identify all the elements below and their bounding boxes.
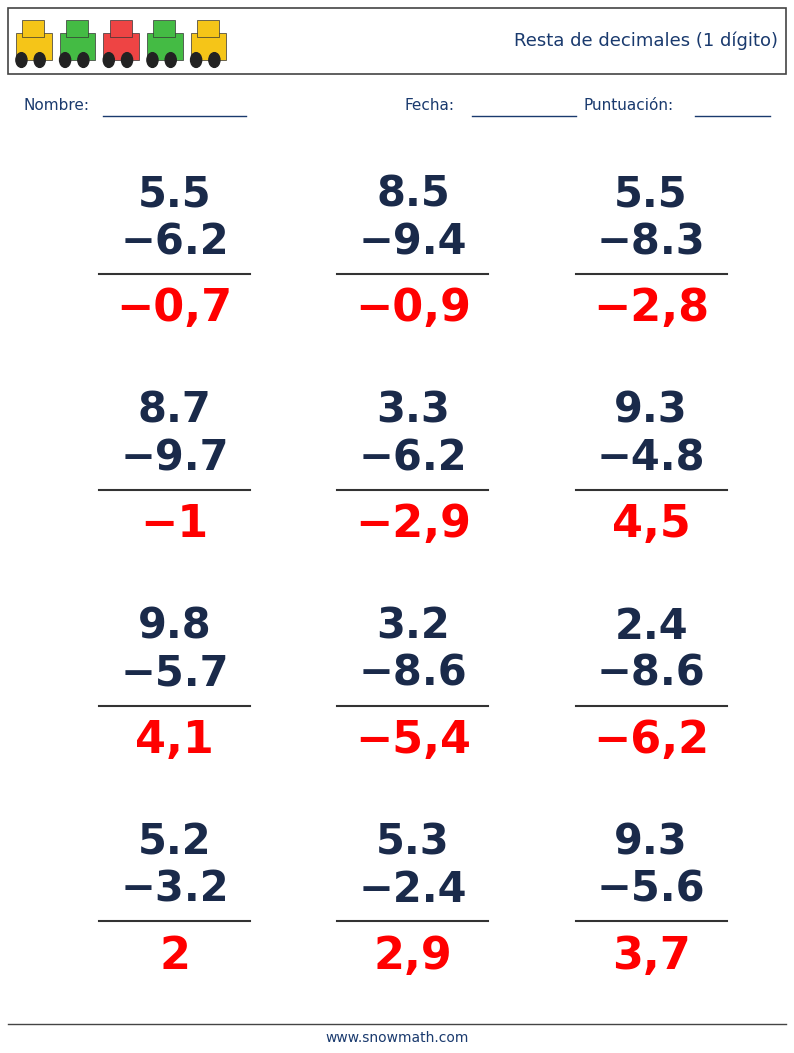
Text: −2,9: −2,9 (355, 503, 471, 545)
Text: 3.3: 3.3 (376, 390, 450, 432)
Text: 2.4: 2.4 (615, 605, 688, 648)
Text: Nombre:: Nombre: (24, 98, 90, 113)
Text: 4,5: 4,5 (611, 503, 691, 545)
Text: −2,8: −2,8 (593, 287, 709, 330)
Text: −8.3: −8.3 (597, 221, 705, 263)
Text: −9.7: −9.7 (121, 437, 229, 479)
Bar (153, 20, 175, 37)
Text: −6,2: −6,2 (593, 719, 709, 761)
Text: −5,4: −5,4 (355, 719, 471, 761)
Text: 4,1: 4,1 (135, 719, 214, 761)
Text: Resta de decimales (1 dígito): Resta de decimales (1 dígito) (515, 32, 778, 51)
Text: Fecha:: Fecha: (405, 98, 455, 113)
Text: 9.3: 9.3 (615, 390, 688, 432)
Circle shape (16, 53, 27, 67)
Bar (60, 33, 95, 60)
Text: 5.2: 5.2 (138, 821, 211, 863)
Text: 2,9: 2,9 (373, 935, 453, 977)
Bar (197, 20, 219, 37)
Bar (66, 20, 88, 37)
Text: −0,7: −0,7 (117, 287, 233, 330)
Circle shape (191, 53, 202, 67)
Circle shape (209, 53, 220, 67)
Circle shape (147, 53, 158, 67)
Circle shape (34, 53, 45, 67)
Text: 9.3: 9.3 (615, 821, 688, 863)
Text: −5.6: −5.6 (597, 869, 705, 911)
Text: 5.5: 5.5 (138, 174, 211, 216)
Text: 2: 2 (159, 935, 191, 977)
Text: 9.8: 9.8 (138, 605, 211, 648)
Text: −5.7: −5.7 (121, 653, 229, 695)
Text: 5.3: 5.3 (376, 821, 449, 863)
Bar (8, 8, 786, 74)
Text: 3.2: 3.2 (376, 605, 449, 648)
Bar (16, 33, 52, 60)
Text: −2.4: −2.4 (359, 869, 467, 911)
Bar (191, 33, 226, 60)
Text: −8.6: −8.6 (597, 653, 705, 695)
Text: −1: −1 (141, 503, 209, 545)
Text: 3,7: 3,7 (611, 935, 691, 977)
Text: 5.5: 5.5 (615, 174, 688, 216)
Circle shape (78, 53, 89, 67)
Text: −8.6: −8.6 (359, 653, 467, 695)
Bar (147, 33, 183, 60)
Text: −4.8: −4.8 (597, 437, 705, 479)
Text: −9.4: −9.4 (359, 221, 467, 263)
Text: 8.5: 8.5 (376, 174, 449, 216)
Circle shape (103, 53, 114, 67)
Text: −0,9: −0,9 (355, 287, 471, 330)
Text: 8.7: 8.7 (137, 390, 212, 432)
Circle shape (121, 53, 133, 67)
Text: www.snowmath.com: www.snowmath.com (326, 1031, 468, 1046)
Text: −3.2: −3.2 (121, 869, 229, 911)
Bar (110, 20, 132, 37)
Bar (22, 20, 44, 37)
Text: −6.2: −6.2 (121, 221, 229, 263)
Text: Puntuación:: Puntuación: (584, 98, 674, 113)
Text: −6.2: −6.2 (359, 437, 467, 479)
Circle shape (60, 53, 71, 67)
Bar (103, 33, 139, 60)
Circle shape (165, 53, 176, 67)
